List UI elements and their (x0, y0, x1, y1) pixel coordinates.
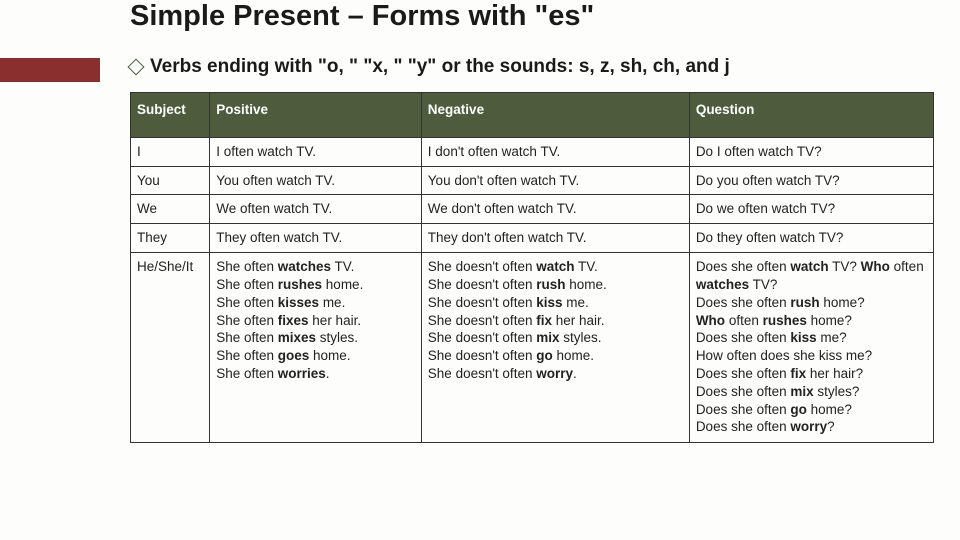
cell-negative: They don't often watch TV. (421, 224, 689, 253)
cell-negative: I don't often watch TV. (421, 137, 689, 166)
cell-positive: She often watches TV.She often rushes ho… (210, 253, 422, 443)
cell-question: Do you often watch TV? (689, 166, 933, 195)
cell-subject: We (131, 195, 210, 224)
cell-positive: I often watch TV. (210, 137, 422, 166)
cell-question: Do they often watch TV? (689, 224, 933, 253)
subtitle-text: Verbs ending with "o, " "x, " "y" or the… (150, 56, 730, 78)
cell-negative: You don't often watch TV. (421, 166, 689, 195)
cell-subject: He/She/It (131, 253, 210, 443)
cell-question: Do we often watch TV? (689, 195, 933, 224)
table-row: I I often watch TV. I don't often watch … (131, 137, 934, 166)
grammar-table: Subject Positive Negative Question I I o… (130, 92, 934, 443)
table-row: We We often watch TV. We don't often wat… (131, 195, 934, 224)
cell-question: Do I often watch TV? (689, 137, 933, 166)
col-positive: Positive (210, 93, 422, 138)
cell-subject: You (131, 166, 210, 195)
cell-negative: She doesn't often watch TV.She doesn't o… (421, 253, 689, 443)
table-row: He/She/It She often watches TV.She often… (131, 253, 934, 443)
cell-question: Does she often watch TV? Who often watch… (689, 253, 933, 443)
cell-subject: I (131, 137, 210, 166)
cell-positive: They often watch TV. (210, 224, 422, 253)
col-negative: Negative (421, 93, 689, 138)
cell-positive: You often watch TV. (210, 166, 422, 195)
accent-bar (0, 58, 100, 82)
diamond-bullet-icon (128, 59, 145, 76)
col-subject: Subject (131, 93, 210, 138)
page-title: Simple Present – Forms with "es" (130, 0, 594, 33)
cell-positive: We often watch TV. (210, 195, 422, 224)
table-row: You You often watch TV. You don't often … (131, 166, 934, 195)
col-question: Question (689, 93, 933, 138)
cell-subject: They (131, 224, 210, 253)
table-row: They They often watch TV. They don't oft… (131, 224, 934, 253)
subtitle-row: Verbs ending with "o, " "x, " "y" or the… (130, 56, 730, 78)
cell-negative: We don't often watch TV. (421, 195, 689, 224)
table-header-row: Subject Positive Negative Question (131, 93, 934, 138)
